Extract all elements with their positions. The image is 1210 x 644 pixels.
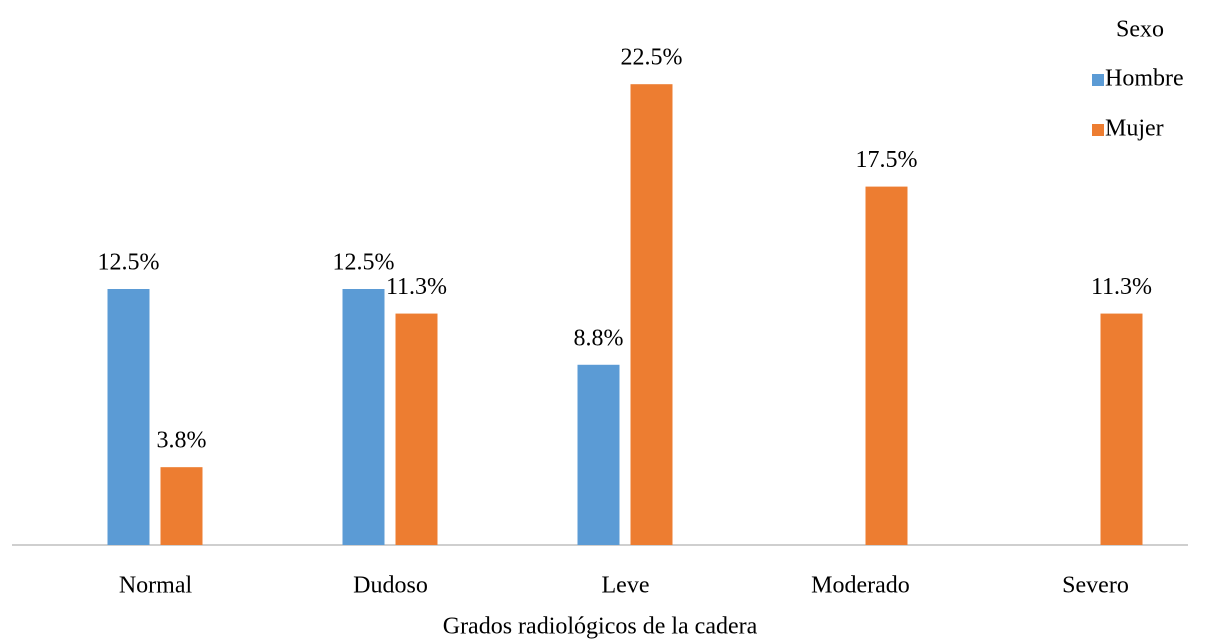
- legend-label: Mujer: [1105, 116, 1164, 142]
- bar: [630, 84, 673, 545]
- data-label: 12.5%: [98, 250, 160, 276]
- legend-swatch: [1092, 124, 1104, 136]
- x-tick-label: Dudoso: [353, 573, 428, 599]
- data-label: 3.8%: [157, 428, 207, 454]
- data-label: 17.5%: [856, 147, 918, 173]
- data-label: 22.5%: [621, 45, 683, 71]
- data-label: 11.3%: [386, 274, 447, 300]
- x-axis-title: Grados radiológicos de la cadera: [443, 614, 758, 640]
- bar: [577, 364, 620, 545]
- x-tick-label: Normal: [119, 573, 193, 599]
- x-tick-label: Leve: [602, 573, 650, 599]
- legend-label: Hombre: [1105, 66, 1184, 92]
- bar: [395, 313, 438, 545]
- bar: [1100, 313, 1143, 545]
- bar: [107, 289, 150, 545]
- bar: [865, 186, 908, 545]
- x-tick-label: Moderado: [811, 573, 910, 599]
- data-label: 11.3%: [1091, 274, 1152, 300]
- data-label: 12.5%: [333, 250, 395, 276]
- bar: [160, 467, 203, 545]
- legend-title: Sexo: [1116, 17, 1164, 43]
- data-label: 8.8%: [574, 325, 624, 351]
- x-tick-label: Severo: [1062, 573, 1129, 599]
- legend-swatch: [1092, 74, 1104, 86]
- bar: [342, 289, 385, 545]
